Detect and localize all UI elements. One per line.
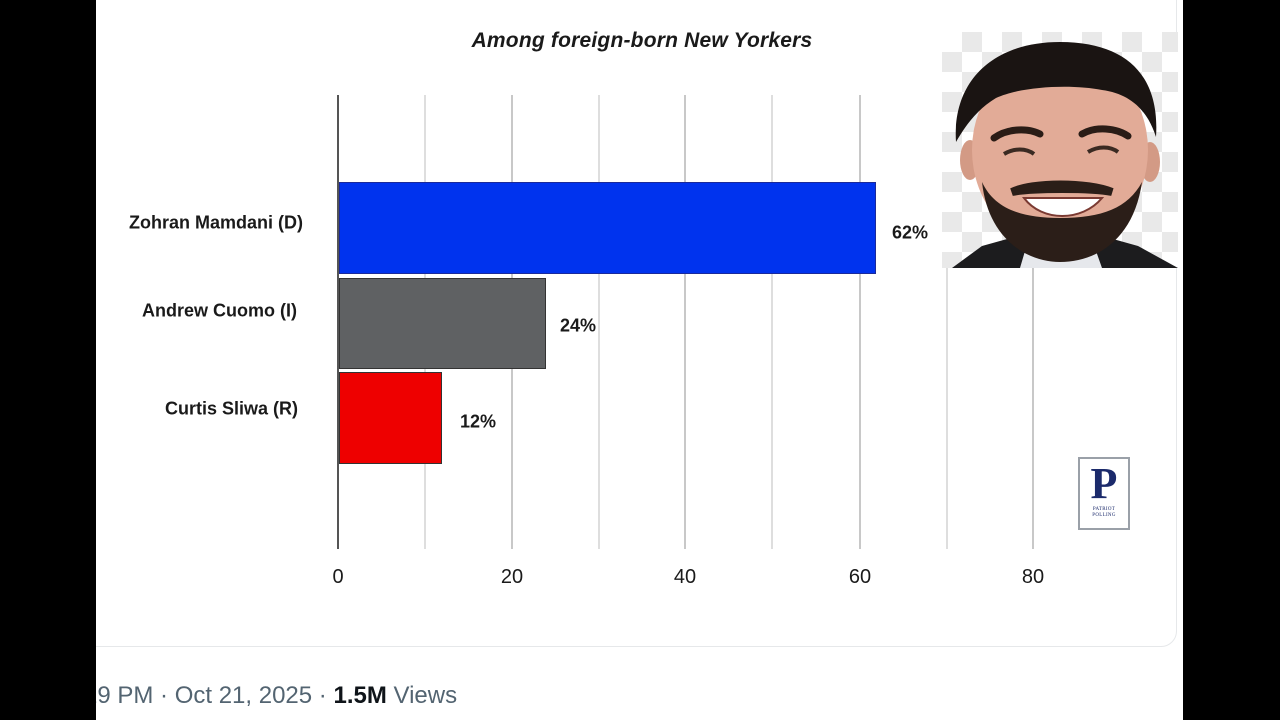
logo-line1: PATRIOT xyxy=(1092,507,1116,512)
x-tick-80: 80 xyxy=(1021,566,1045,588)
tweet-time[interactable]: 29 PM xyxy=(96,682,154,709)
separator: · xyxy=(153,682,175,709)
chart-title: Among foreign-born New Yorkers xyxy=(471,29,813,52)
category-label-mamdani: Zohran Mamdani (D) xyxy=(129,212,303,233)
bar-chart: Among foreign-born New Yorkers 62% 24% 1… xyxy=(96,0,1183,650)
x-tick-20: 20 xyxy=(500,566,524,588)
patriot-polling-logo: P PATRIOT POLLING xyxy=(1078,457,1130,530)
views-label: Views xyxy=(386,682,458,709)
gridline-30 xyxy=(598,95,600,549)
candidate-photo xyxy=(942,32,1178,268)
tweet-date[interactable]: Oct 21, 2025 xyxy=(174,682,313,709)
category-label-cuomo: Andrew Cuomo (I) xyxy=(142,300,297,321)
portrait-illustration xyxy=(952,42,1178,268)
gridline-60 xyxy=(859,95,861,549)
separator: · xyxy=(312,682,334,709)
views-count: 1.5M xyxy=(333,682,387,709)
gridline-80 xyxy=(1032,95,1034,549)
value-label-sliwa: 12% xyxy=(460,411,497,432)
tweet-meta: 29 PM · Oct 21, 2025 · 1.5M Views xyxy=(96,682,457,710)
gridline-40 xyxy=(684,95,686,549)
y-axis-line xyxy=(337,95,339,549)
x-tick-0: 0 xyxy=(332,566,344,588)
logo-line2: POLLING xyxy=(1092,513,1116,518)
x-tick-60: 60 xyxy=(848,566,872,588)
bar-sliwa xyxy=(339,372,442,464)
tweet-page: Among foreign-born New Yorkers 62% 24% 1… xyxy=(96,0,1183,720)
value-label-cuomo: 24% xyxy=(560,315,597,336)
bar-mamdani xyxy=(339,182,876,274)
gridline-50 xyxy=(771,95,773,549)
bar-cuomo xyxy=(339,278,546,369)
x-tick-40: 40 xyxy=(673,566,697,588)
gridline-70 xyxy=(946,95,948,549)
value-label-mamdani: 62% xyxy=(892,222,929,243)
category-label-sliwa: Curtis Sliwa (R) xyxy=(164,398,298,419)
logo-letter: P xyxy=(1090,459,1118,508)
